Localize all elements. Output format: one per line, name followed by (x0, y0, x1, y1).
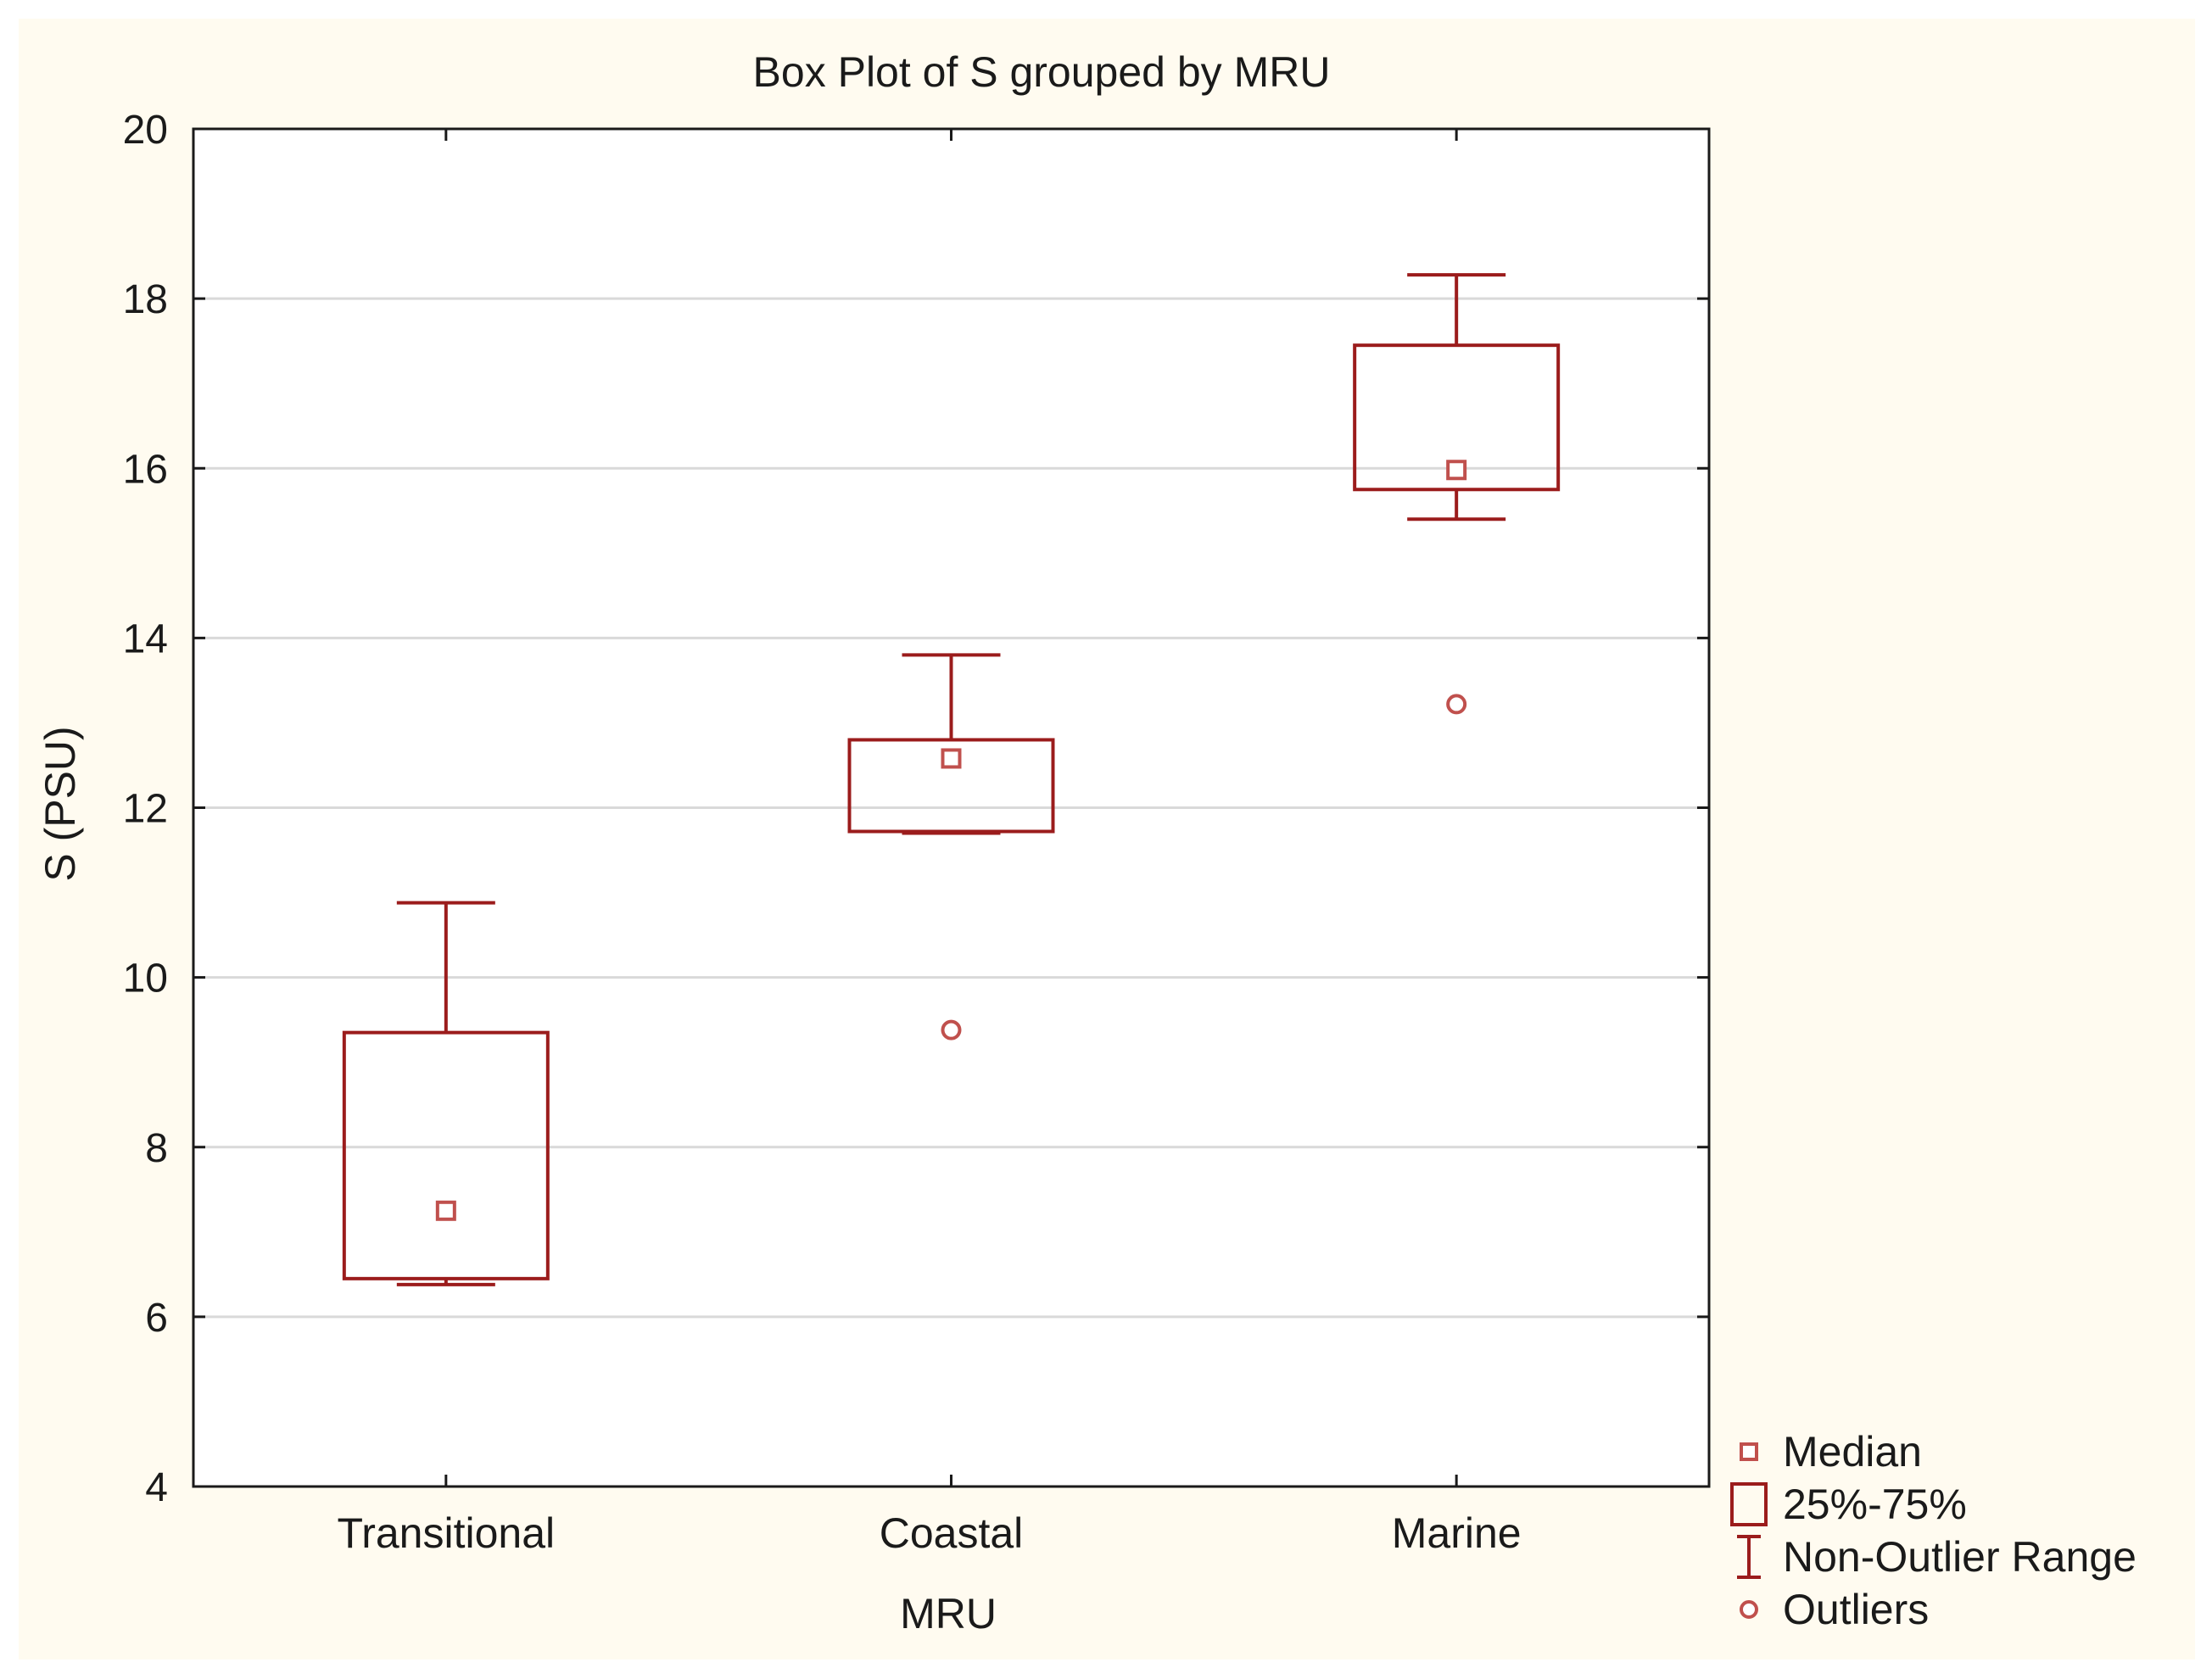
legend-entry-label: Outliers (1783, 1586, 1929, 1633)
x-tick-label: Marine (1392, 1509, 1522, 1557)
legend-entry-label: Median (1783, 1428, 1922, 1475)
chart-title: Box Plot of S grouped by MRU (753, 48, 1331, 96)
legend-entry-label: Non-Outlier Range (1783, 1533, 2137, 1581)
median-marker (941, 748, 962, 769)
x-axis: Transitional Coastal Marine (338, 129, 1522, 1557)
iqr-box (1353, 343, 1561, 492)
y-tick-label: 12 (123, 787, 168, 832)
outlier-point (1446, 694, 1467, 715)
box-group-coastal (847, 653, 1055, 1040)
y-tick-label: 8 (145, 1126, 168, 1171)
legend: Median 25%-75% Non-Outlier Range Outliers (1730, 1428, 2137, 1633)
y-tick-label: 18 (123, 277, 168, 322)
y-tick-label: 16 (123, 447, 168, 492)
iqr-box (847, 738, 1055, 834)
median-marker (435, 1200, 456, 1221)
y-tick-label: 6 (145, 1296, 168, 1341)
y-axis-title: S (PSU) (36, 726, 84, 881)
box-group-transitional (342, 901, 550, 1286)
x-tick-label: Transitional (338, 1509, 556, 1557)
box-group-marine (1353, 273, 1561, 715)
x-axis-title: MRU (900, 1590, 997, 1637)
x-tick-label: Coastal (880, 1509, 1024, 1557)
legend-box-icon (1730, 1482, 1768, 1526)
y-tick-label: 20 (123, 108, 168, 153)
legend-median-icon (1740, 1442, 1758, 1461)
y-axis: 4 6 8 10 12 14 16 18 20 (123, 108, 1709, 1510)
box-series (342, 273, 1561, 1286)
iqr-box (342, 1030, 550, 1280)
y-tick-label: 14 (123, 616, 168, 661)
outlier-point (941, 1019, 962, 1040)
y-tick-label: 10 (123, 957, 168, 1001)
y-tick-label: 4 (145, 1465, 168, 1510)
legend-entry-label: 25%-75% (1783, 1481, 1967, 1528)
median-marker (1446, 460, 1467, 481)
legend-outlier-icon (1740, 1600, 1758, 1619)
